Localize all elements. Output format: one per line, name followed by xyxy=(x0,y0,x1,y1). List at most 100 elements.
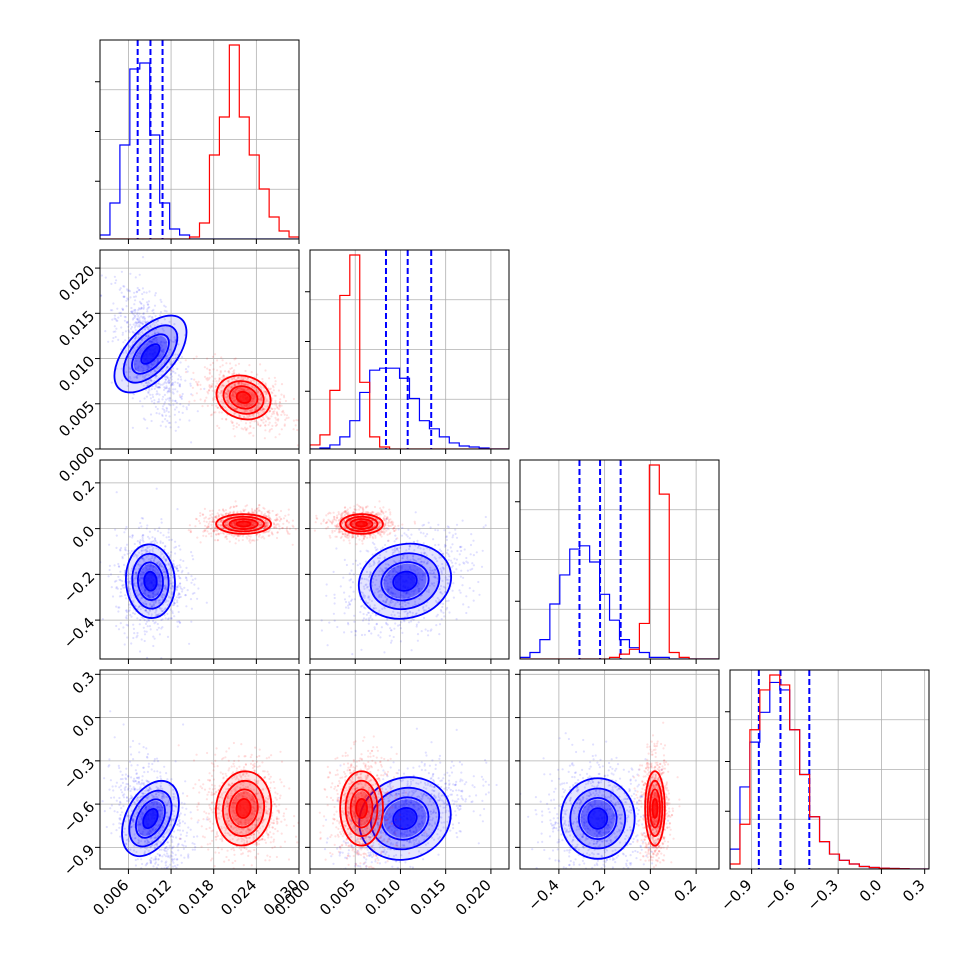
contour-line xyxy=(131,552,170,610)
panel-content xyxy=(100,40,299,239)
panel-frame xyxy=(309,669,510,870)
contour-line xyxy=(140,343,161,365)
panel-content xyxy=(730,670,929,869)
histogram-series_b xyxy=(730,674,929,869)
x-tick-label: 0.005 xyxy=(316,876,359,919)
y-tick-label: −0.6 xyxy=(60,798,98,836)
y-tick-label: −0.4 xyxy=(60,614,98,652)
y-tick-label: 0.010 xyxy=(55,352,98,395)
contour-line xyxy=(125,543,176,619)
contour-line xyxy=(344,515,379,533)
contour-line xyxy=(135,798,166,839)
contour-line xyxy=(644,770,666,847)
contour-line xyxy=(357,542,453,620)
histogram-series_a xyxy=(310,367,509,449)
contour-line xyxy=(344,779,379,838)
contour-line xyxy=(355,520,368,528)
contour-line xyxy=(235,520,252,528)
contour-line xyxy=(355,798,368,819)
y-tick-label: 0.005 xyxy=(55,397,98,440)
x-tick-label: 0.020 xyxy=(452,876,495,919)
panel-3-3: −0.9 −0.6 −0.3 0.0 0.3 xyxy=(717,669,930,914)
x-tick-label: 0.024 xyxy=(217,876,260,919)
contour-line xyxy=(380,796,430,841)
panel-content xyxy=(100,460,299,659)
panel-1-1 xyxy=(305,249,510,454)
density-fill xyxy=(394,572,416,590)
contour-line xyxy=(215,513,272,535)
panel-frame xyxy=(519,459,720,660)
contour-line xyxy=(651,798,659,819)
panel-frame xyxy=(99,669,300,870)
y-tick-label: 0.3 xyxy=(69,668,99,698)
contour-line xyxy=(587,807,609,830)
panel-2-2 xyxy=(515,459,720,664)
density-fill xyxy=(356,521,367,527)
contour-line xyxy=(235,390,252,404)
contour-line xyxy=(235,798,252,819)
density-fill xyxy=(652,799,658,818)
contour-line xyxy=(339,513,384,535)
density-fill xyxy=(394,808,416,829)
contour-line xyxy=(121,780,180,858)
histogram-series_b xyxy=(520,464,719,659)
y-tick-label: 0.020 xyxy=(55,262,98,305)
histogram-series_b xyxy=(310,254,509,449)
panel-content xyxy=(310,670,509,869)
x-tick-label: 0.0 xyxy=(856,876,886,906)
x-tick-label: 0.006 xyxy=(89,876,132,919)
x-tick-label: 0.018 xyxy=(175,876,218,919)
contour-line xyxy=(128,789,173,848)
contour-line xyxy=(222,380,265,415)
contour-line xyxy=(131,333,170,375)
contour-line xyxy=(559,777,636,860)
panel-3-2: −0.4 −0.2 0.0 0.2 xyxy=(515,669,720,914)
panel-frame xyxy=(99,459,300,660)
x-tick-label: 0.015 xyxy=(407,876,450,919)
x-tick-label: 0.3 xyxy=(899,876,929,906)
panel-frame xyxy=(309,249,510,450)
contour-line xyxy=(222,515,265,533)
panel-frame xyxy=(519,669,720,870)
contour-line xyxy=(370,786,440,851)
contour-line xyxy=(577,797,618,841)
histogram-series_a xyxy=(100,62,299,239)
x-tick-label: 0.012 xyxy=(132,876,175,919)
panel-frame xyxy=(99,39,300,240)
density-fill xyxy=(144,572,157,590)
panel-content xyxy=(100,670,299,869)
panel-content xyxy=(520,460,719,659)
y-tick-label: 0.2 xyxy=(69,477,99,507)
y-tick-label: 0.0 xyxy=(69,522,99,552)
contour-line xyxy=(122,324,179,384)
y-tick-label: 0.0 xyxy=(69,711,99,741)
panel-content xyxy=(310,460,509,659)
y-tick-label: −0.3 xyxy=(60,754,98,792)
y-tick-label: −0.9 xyxy=(60,841,98,879)
x-tick-label: 0.010 xyxy=(361,876,404,919)
panel-2-0: −0.4 −0.2 0.0 0.2 xyxy=(60,459,300,664)
density-fill xyxy=(143,809,158,828)
density-fill xyxy=(142,345,159,363)
panel-frame xyxy=(309,459,510,660)
x-tick-label: −0.4 xyxy=(524,876,562,914)
panel-frame xyxy=(99,249,300,450)
histogram-series_b xyxy=(100,44,299,239)
density-fill xyxy=(237,392,250,403)
x-tick-label: −0.3 xyxy=(804,876,842,914)
panel-content xyxy=(520,670,719,869)
contour-line xyxy=(392,807,418,831)
panel-3-1: 0.000 0.005 0.010 0.015 0.020 xyxy=(271,669,510,919)
contour-line xyxy=(137,561,164,601)
contour-line xyxy=(339,770,384,847)
panel-content xyxy=(310,250,509,449)
y-tick-label: 0.000 xyxy=(55,443,98,486)
x-tick-label: −0.6 xyxy=(760,876,798,914)
panel-3-0: 0.006 0.012 0.018 0.024 0.030−0.9−0.6−0.30.0… xyxy=(60,668,303,919)
contour-line xyxy=(369,552,441,611)
contour-line xyxy=(113,314,188,394)
x-tick-label: 0.2 xyxy=(671,876,701,906)
histogram-series_a xyxy=(520,545,719,659)
density-fill xyxy=(589,809,607,828)
contour-line xyxy=(228,788,259,829)
